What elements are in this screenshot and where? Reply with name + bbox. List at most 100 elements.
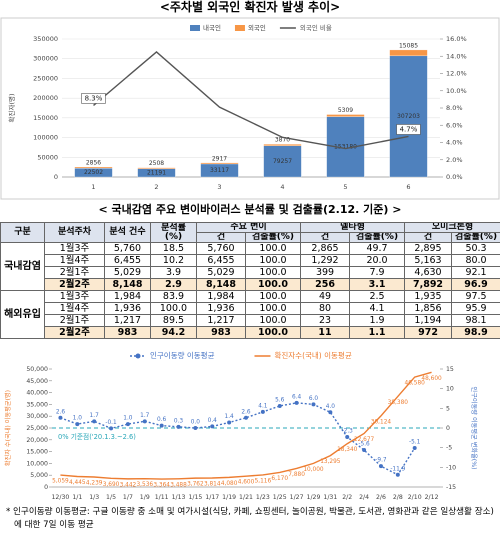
y-tick-label: 25,000 [26, 425, 48, 432]
point-label: 4,600 [238, 480, 255, 486]
table-row: 국내감염 1월3주 5,760 18.5 5,760 100.0 2,865 49.7 2,89… [0, 242, 500, 291]
table-cell: 100.0 [244, 266, 302, 279]
table-cell: 국내감염 [0, 242, 45, 291]
table-cell: 10.2 [150, 254, 197, 267]
y2-tick-label: 12.0% [446, 70, 467, 78]
y-tick-label: 15,000 [26, 449, 48, 456]
table-cell: 96.9 [451, 278, 500, 291]
y-tick-label: 30,000 [26, 413, 48, 420]
table-cell: 49.7 [349, 242, 406, 255]
x-tick-label: 1/9 [140, 494, 150, 501]
footnote: * 인구이동량 이동평균: 구글 이동량 중 소매 및 여가시설(식당, 카페,… [6, 507, 494, 530]
table-cell: 4,630 [404, 266, 453, 279]
table-cell: 2,895 [404, 242, 453, 255]
table-cell: 해외유입 [0, 290, 45, 339]
y2-tick-label: 16.0% [446, 35, 467, 43]
table-row: 2월1주 5,029 3.9 5,029 100.0 399 7.9 4,630 92.1 [1, 266, 500, 279]
table-cell: 2월2주 [44, 278, 105, 291]
y2-tick-label: 0.0% [446, 173, 463, 181]
point [92, 419, 97, 424]
point-label: -5.1 [409, 440, 421, 446]
point-label: 10,000 [303, 467, 324, 473]
x-tick-label: 5 [343, 183, 347, 191]
table-cell: 92.1 [451, 266, 500, 279]
table-cell: 5,029 [104, 266, 151, 279]
y2-tick-label: 5 [446, 405, 450, 412]
point-label: 5,059 [52, 479, 69, 485]
legend-label: 내국인 [203, 23, 221, 32]
bar [200, 162, 239, 165]
bar-label: 153180 [334, 143, 357, 150]
table-cell: 건 [404, 232, 453, 243]
point-label: 3,690 [103, 482, 120, 488]
x-tick-label: 12/30 [52, 494, 70, 501]
point-label: 30,124 [371, 419, 392, 425]
table-cell: 1,194 [404, 314, 453, 327]
table-cell: 89.5 [150, 314, 197, 327]
point-label: 2.6 [56, 409, 66, 415]
table-cell: 399 [300, 266, 351, 279]
point [159, 423, 164, 428]
table-cell: 6,455 [196, 254, 246, 267]
table-cell: 8,148 [104, 278, 151, 291]
table-row: 2월2주 8,148 2.9 8,148 100.0 256 3.1 7,892 96.9 [1, 278, 500, 291]
table-cell: 1,217 [104, 314, 151, 327]
point [125, 422, 130, 427]
x-tick-label: 1/17 [205, 494, 219, 501]
y-tick-label: 50000 [37, 153, 58, 161]
x-tick-label: 1/1 [72, 494, 82, 501]
legend-marker [135, 353, 141, 359]
point-label: 0.0 [191, 420, 201, 426]
legend-label: 확진자수(국내) 이동평균 [274, 350, 351, 360]
chart-foreigner-cases: 0 50000 100000 150000 200000 250000 300000 3500… [0, 17, 500, 200]
point-label-box [396, 124, 421, 135]
y2-axis-label: 인구이동량 이동평균 변화율(%) [470, 387, 478, 470]
y-tick-label: 40,000 [26, 390, 48, 397]
x-tick-label: 3 [217, 183, 221, 191]
point-label: 2.6 [241, 409, 251, 415]
y-tick-label: 200000 [33, 94, 58, 102]
table-cell: 100.0 [150, 302, 197, 315]
bar-label: 15085 [399, 42, 418, 49]
x-tick-label: 1/31 [323, 494, 337, 501]
x-tick-label: 1/13 [172, 494, 186, 501]
legend-swatch [190, 25, 200, 31]
point-label: 1.4 [225, 414, 235, 420]
y-tick-label: 35,000 [26, 401, 48, 408]
table-cell: 83.9 [150, 290, 197, 303]
table-cell: 256 [300, 278, 351, 291]
y-tick-label: 50,000 [26, 366, 48, 373]
table-cell: 5,029 [196, 266, 246, 279]
table-cell: 7,892 [404, 278, 453, 291]
y-tick-label: 300000 [33, 55, 58, 63]
line [60, 371, 432, 480]
point [58, 415, 63, 420]
point [328, 410, 333, 415]
point-label: 3,442 [120, 482, 137, 488]
bar-label: 2917 [212, 155, 227, 162]
point [193, 426, 198, 430]
point-label: 6.4 [292, 394, 302, 400]
legend-label: 외국인 [248, 23, 266, 32]
point-label: 3,762 [187, 482, 204, 488]
table-cell: 50.3 [451, 242, 500, 255]
table-cell: 80.0 [451, 254, 500, 267]
point [277, 403, 282, 408]
table-cell: 구분 [0, 222, 45, 243]
table-cell: 2.9 [150, 278, 197, 291]
table-row: 2월1주 1,217 89.5 1,217 100.0 23 1.9 1,194 98.1 [1, 314, 500, 327]
point-label: -2.3 [342, 429, 354, 435]
x-tick-label: 1/29 [307, 494, 321, 501]
table-cell: 6,455 [104, 254, 151, 267]
table-cell: 972 [404, 326, 453, 339]
bar-label: 3870 [275, 137, 290, 144]
y2-tick-label: 14.0% [446, 52, 467, 60]
bar [389, 49, 428, 57]
y-axis-label: 확진자(명) [7, 94, 16, 123]
point-label: -0.1 [105, 420, 117, 426]
bar-label: 2508 [149, 160, 164, 167]
x-tick-label: 1/19 [222, 494, 236, 501]
subheader-row: 건 검출률(%) 건 검출률(%) 건 검출률(%) [1, 232, 500, 243]
y-tick-label: 0 [44, 484, 48, 491]
table-cell: 49 [300, 290, 351, 303]
